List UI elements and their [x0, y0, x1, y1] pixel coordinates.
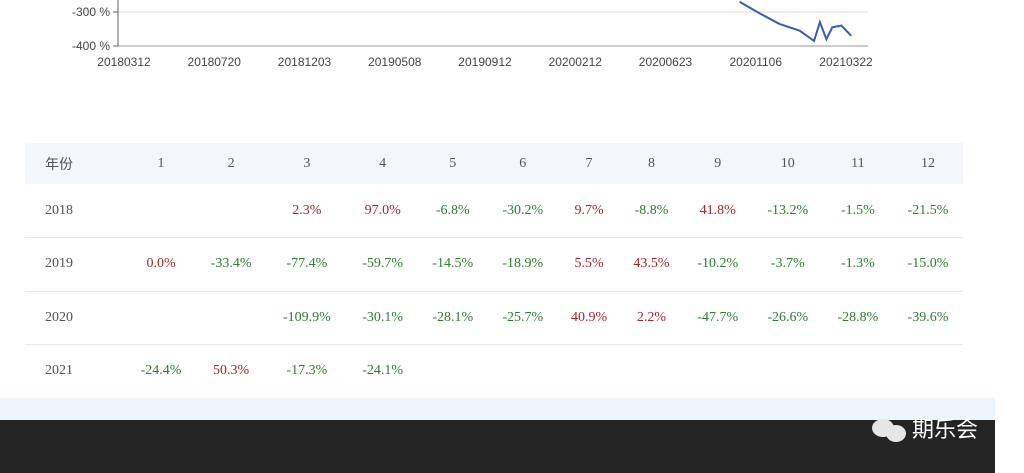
y-tick-label: -300 % [72, 5, 110, 19]
x-tick-label: 20190912 [458, 55, 512, 69]
return-cell: -15.0% [907, 256, 949, 272]
x-tick-label: 20180312 [97, 55, 151, 69]
return-cell: 2.2% [636, 309, 667, 325]
monthly-returns-table: 年份 1 2 3 4 5 6 7 8 9 10 11 12 2018 2.3% 97.0% -6.8% -30.… [25, 143, 963, 399]
return-cell [418, 345, 488, 399]
month-header: 6 [519, 155, 527, 171]
table-row: 2020 -109.9% -30.1% -28.1% -25.7% 40.9% 2.2% -4… [25, 291, 963, 345]
watermark-text: 期乐会 [912, 418, 979, 443]
table-row: 2018 2.3% 97.0% -6.8% -30.2% 9.7% -8.8% 41.8% -1… [25, 184, 963, 238]
return-cell [488, 345, 558, 399]
return-cell [126, 291, 196, 345]
return-cell: 9.7% [574, 202, 604, 218]
month-header: 7 [585, 155, 593, 171]
table-header: 年份 1 2 3 4 5 6 7 8 9 10 11 12 [25, 143, 963, 184]
watermark: 期乐会 [872, 412, 978, 444]
return-cell: -47.7% [697, 309, 739, 325]
x-tick-label: 20200212 [549, 55, 603, 69]
x-tick-label: 20210322 [819, 55, 873, 69]
return-cell: -18.9% [502, 256, 544, 272]
return-cell: 50.3% [213, 363, 250, 379]
return-cell: -28.1% [432, 309, 474, 325]
y-tick-label: -400 % [72, 39, 110, 53]
return-cell: -1.3% [840, 256, 875, 272]
x-tick-label: 20190508 [368, 55, 422, 69]
return-cell [620, 345, 682, 399]
month-header: 10 [780, 155, 795, 171]
return-cell: -1.5% [840, 202, 875, 218]
return-cell: -33.4% [210, 256, 252, 272]
year-cell: 2018 [45, 202, 73, 218]
return-cell: -59.7% [362, 256, 404, 272]
year-cell: 2019 [45, 256, 73, 272]
footer-band [0, 398, 995, 420]
returns-chart: -300 % -400 % 20180312 20180720 20181203 2019… [72, 0, 873, 69]
month-header: 2 [227, 155, 235, 171]
return-cell: 43.5% [633, 256, 670, 272]
month-header: 9 [714, 155, 722, 171]
month-header: 11 [851, 155, 865, 171]
return-cell: -39.6% [907, 309, 949, 325]
month-header: 3 [303, 155, 311, 171]
return-cell [126, 184, 196, 238]
return-cell: -17.3% [286, 363, 328, 379]
x-tick-label: 20181203 [278, 55, 332, 69]
year-header: 年份 [45, 157, 73, 173]
return-cell: 5.5% [574, 256, 604, 272]
return-cell: -28.8% [837, 309, 879, 325]
series-line [739, 0, 852, 43]
return-cell: -21.5% [907, 202, 949, 218]
year-cell: 2020 [45, 309, 73, 325]
month-header: 1 [157, 155, 165, 171]
return-cell: -30.1% [362, 309, 404, 325]
x-tick-label: 20201106 [730, 55, 783, 69]
return-cell: -30.2% [502, 202, 544, 218]
return-cell: -3.7% [770, 256, 805, 272]
return-cell: -24.1% [362, 363, 404, 379]
month-header: 5 [449, 155, 457, 171]
return-cell [683, 345, 753, 399]
return-cell: -13.2% [767, 202, 809, 218]
return-cell: 2.3% [292, 202, 322, 218]
return-cell: -109.9% [282, 309, 331, 325]
month-header: 12 [920, 155, 935, 171]
return-cell [196, 291, 266, 345]
return-cell: 41.8% [699, 202, 736, 218]
return-cell: -10.2% [697, 256, 739, 272]
year-cell: 2021 [45, 363, 73, 379]
month-header: 8 [647, 155, 655, 171]
return-cell [893, 345, 963, 399]
return-cell: -26.6% [767, 309, 809, 325]
return-cell: 97.0% [364, 202, 401, 218]
dark-footer [0, 420, 995, 473]
return-cell: -25.7% [502, 309, 544, 325]
return-cell: -77.4% [286, 256, 328, 272]
return-cell [196, 184, 266, 238]
return-cell [558, 345, 620, 399]
table-row: 2021 -24.4% 50.3% -17.3% -24.1% [25, 345, 963, 399]
x-tick-label: 20180720 [188, 55, 242, 69]
table-row: 2019 0.0% -33.4% -77.4% -59.7% -14.5% -18.9% 5.… [25, 238, 963, 291]
return-cell: -24.4% [140, 363, 182, 379]
return-cell [823, 345, 893, 399]
x-tick-label: 20200623 [639, 55, 693, 69]
return-cell: -14.5% [432, 256, 474, 272]
wechat-icon [872, 419, 894, 437]
return-cell: 0.0% [146, 256, 176, 272]
return-cell [753, 345, 823, 399]
return-cell: -6.8% [435, 202, 470, 218]
return-cell: 40.9% [570, 309, 608, 325]
return-cell: -8.8% [634, 202, 669, 218]
month-header: 4 [379, 155, 387, 171]
